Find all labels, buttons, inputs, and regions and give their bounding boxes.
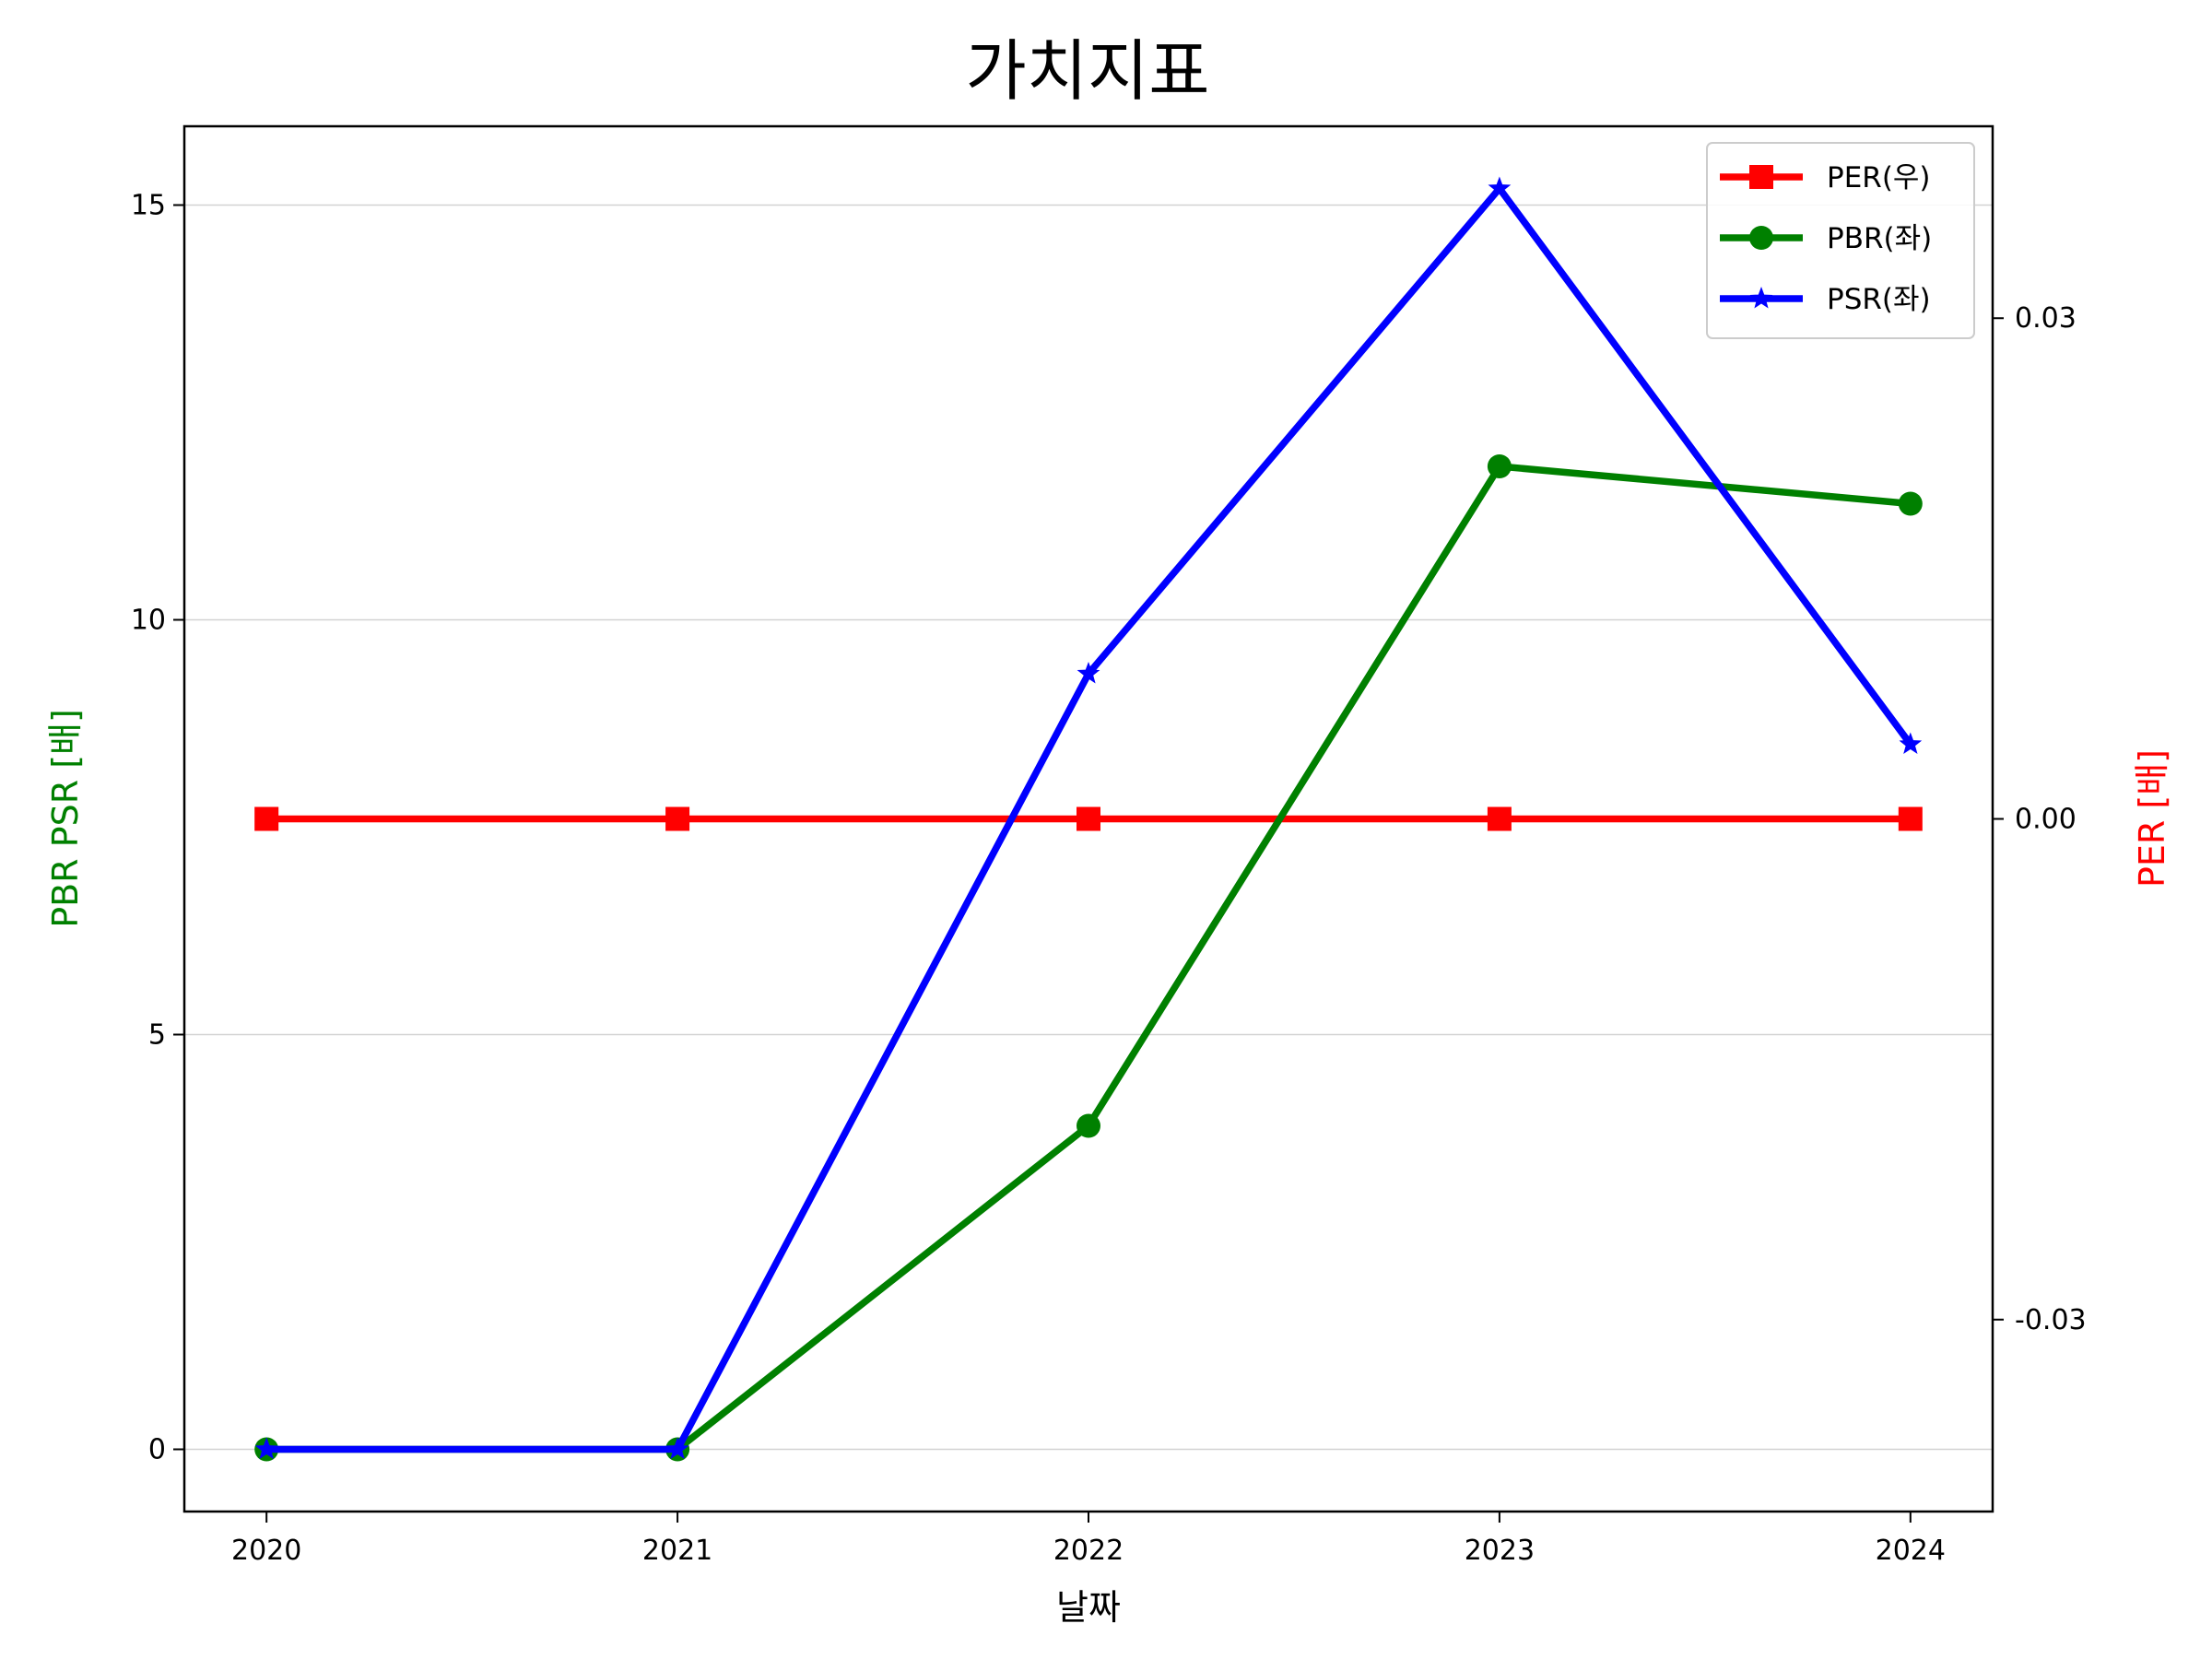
x-tick-label: 2021 — [642, 1535, 712, 1567]
legend-marker — [1749, 165, 1773, 189]
data-point — [1077, 1113, 1100, 1138]
left-y-tick-label: 0 — [148, 1434, 166, 1466]
data-point — [1077, 662, 1100, 684]
grid-lines — [184, 204, 1993, 1451]
data-point — [254, 1437, 278, 1459]
left-y-axis: 0 5 10 15 — [131, 190, 184, 1466]
right-y-tick-label: -0.03 — [2015, 1304, 2087, 1336]
right-y-tick-label: 0.00 — [2015, 804, 2077, 836]
data-point — [1487, 454, 1512, 478]
legend-label: PER(우) — [1827, 161, 1931, 194]
legend-box — [1706, 142, 1975, 339]
data-point — [1487, 806, 1512, 831]
right-y-axis: -0.03 0.00 0.03 — [1993, 302, 2087, 1336]
left-y-tick-label: 15 — [131, 190, 166, 222]
left-y-tick-label: 10 — [131, 605, 166, 637]
x-tick-label: 2022 — [1053, 1535, 1124, 1567]
data-point — [1899, 732, 1923, 754]
data-point — [665, 806, 690, 831]
legend-entry: PER(우) — [1720, 161, 1931, 194]
legend-marker — [1749, 226, 1773, 250]
series-line — [266, 463, 1912, 1453]
data-point — [1898, 806, 1923, 831]
data-point — [665, 1437, 689, 1459]
series-square — [254, 806, 1923, 831]
data-point — [1077, 806, 1100, 831]
series-star — [254, 176, 1923, 1459]
legend-label: PSR(좌) — [1827, 283, 1931, 316]
series-circle — [254, 454, 1923, 1462]
left-y-axis-title: PBR PSR [배] — [45, 709, 86, 928]
legend-label: PBR(좌) — [1827, 222, 1932, 255]
right-y-axis-title: PER [배] — [2132, 749, 2172, 888]
x-axis: 2020 2021 2022 2023 2024 — [231, 1512, 1946, 1567]
x-tick-label: 2023 — [1465, 1535, 1535, 1567]
legend-marker — [1749, 287, 1773, 309]
series-layer — [254, 176, 1923, 1462]
data-point — [1898, 491, 1923, 516]
data-point — [1488, 176, 1512, 198]
left-y-tick-label: 5 — [148, 1019, 166, 1052]
legend: PER(우) PBR(좌) PSR(좌) — [1706, 142, 1975, 339]
data-point — [254, 806, 279, 831]
x-axis-title: 날짜 — [1056, 1587, 1121, 1628]
legend-entry: PSR(좌) — [1720, 283, 1931, 316]
chart-title: 가치지표 — [966, 32, 1210, 110]
x-tick-label: 2024 — [1876, 1535, 1946, 1567]
legend-entry: PBR(좌) — [1720, 222, 1932, 255]
x-tick-label: 2020 — [231, 1535, 301, 1567]
right-y-tick-label: 0.03 — [2015, 302, 2077, 335]
